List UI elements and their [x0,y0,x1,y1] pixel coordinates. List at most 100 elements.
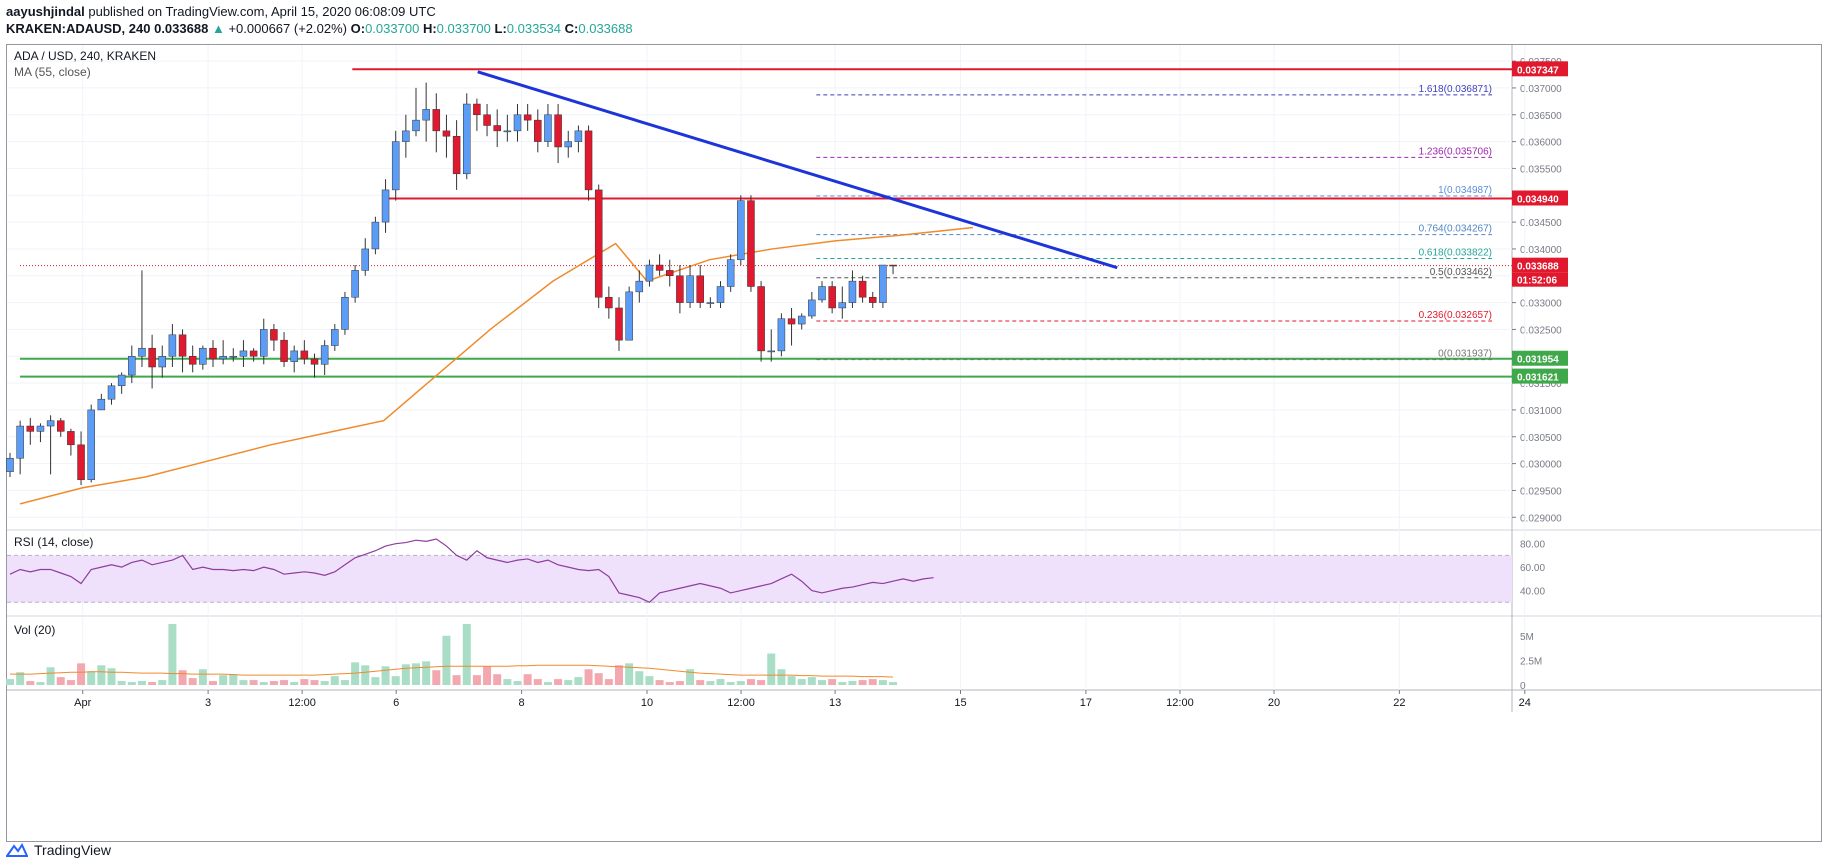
volume-bar [604,679,613,685]
open-label: O: [350,21,366,36]
bullish-candle [97,398,106,411]
volume-bar [330,676,339,685]
y-tick-label: 0.029500 [1520,486,1562,497]
bullish-candle [331,329,339,346]
bullish-candle [645,264,654,282]
x-tick-label: 17 [1080,697,1092,709]
volume-bar [533,679,542,685]
volume-bar [269,681,278,685]
bullish-candle [848,280,857,303]
rsi-tick-label: 80.00 [1520,540,1545,551]
bullish-candle [879,264,887,303]
bullish-candle [706,302,715,304]
level-price-tag [1512,257,1568,273]
bearish-candle [57,420,65,432]
bullish-candle [229,356,238,358]
bearish-candle [452,135,461,175]
bullish-candle [260,329,268,357]
volume-bar [391,676,400,685]
volume-bar [838,682,847,685]
y-tick-label: 0.031500 [1520,379,1562,390]
volume-bar [198,669,207,685]
volume-bar [858,680,867,685]
bearish-candle [493,125,501,132]
volume-bar [818,680,826,685]
volume-bar [361,665,370,685]
volume-bar [432,670,441,685]
bullish-candle [635,280,644,293]
bullish-candle [808,299,816,317]
volume-bar [594,673,603,685]
author-name[interactable]: aayushjindal [6,4,85,19]
bearish-candle [676,275,684,303]
footer-brand: TradingView [6,842,111,858]
fib-level-label: 1(0.034987) [1438,185,1492,196]
y-tick-label: 0.034500 [1520,218,1562,229]
y-tick-label: 0.034000 [1520,245,1562,256]
bullish-candle [726,259,735,287]
bullish-candle [107,385,116,400]
volume-bar [493,674,502,685]
high-value: 0.033700 [436,21,491,36]
volume-bar [726,682,735,685]
volume-bar [696,680,705,685]
volume-bar [239,680,248,685]
bearish-candle [858,280,867,298]
fib-level-label: 0(0.031937) [1438,349,1492,360]
bullish-candle [422,109,430,121]
bearish-candle [666,270,674,277]
y-tick-label: 0.029000 [1520,513,1562,524]
bullish-candle [46,420,55,427]
volume-bar [107,668,116,685]
bearish-candle [889,264,897,267]
volume-bar [6,679,14,685]
countdown-label: 01:52:06 [1517,276,1557,287]
bullish-candle [381,189,390,223]
volume-bar [158,680,167,685]
bearish-candle [280,339,288,362]
level-price-tag [1512,368,1568,384]
volume-bar [503,679,512,685]
volume-bar [513,681,522,685]
bearish-candle [26,425,35,432]
volume-bar [442,635,451,685]
volume-ma-line [10,664,894,678]
bearish-candle [534,119,542,142]
volume-bar [767,653,776,685]
volume-bar [472,675,481,685]
brand-name[interactable]: TradingView [34,842,112,858]
x-tick-label: 12:00 [288,697,316,709]
volume-bar [178,670,187,685]
fib-level-label: 0.5(0.033462) [1430,267,1492,278]
x-tick-label: 12:00 [727,697,755,709]
publish-line: aayushjindal published on TradingView.co… [6,3,1822,20]
bearish-candle [869,296,877,303]
bearish-candle [178,334,187,357]
bearish-candle [483,114,491,126]
x-tick-label: 24 [1519,697,1531,709]
bearish-candle [209,347,217,360]
y-tick-label: 0.033000 [1520,299,1562,310]
volume-bar [523,674,532,685]
bullish-candle [564,141,572,148]
bullish-candle [87,409,95,480]
x-tick-label: 20 [1268,697,1280,709]
fib-level-label: 1.618(0.036871) [1419,84,1492,95]
level-price-label: 0.031954 [1517,355,1559,366]
volume-bar [675,681,684,685]
bullish-candle [341,296,349,330]
fib-level-label: 0.236(0.032657) [1419,310,1492,321]
volume-bar [290,682,299,685]
bullish-candle [6,457,14,472]
volume-bar [168,623,177,685]
bearish-candle [787,318,796,325]
volume-bar [26,681,35,685]
volume-bar [757,680,766,685]
level-price-label: 0.031621 [1517,373,1559,384]
volume-bar [615,665,623,685]
volume-bar [300,679,309,685]
chart-header: aayushjindal published on TradingView.co… [6,3,1822,37]
bearish-candle [67,431,75,446]
bullish-candle [36,425,45,432]
